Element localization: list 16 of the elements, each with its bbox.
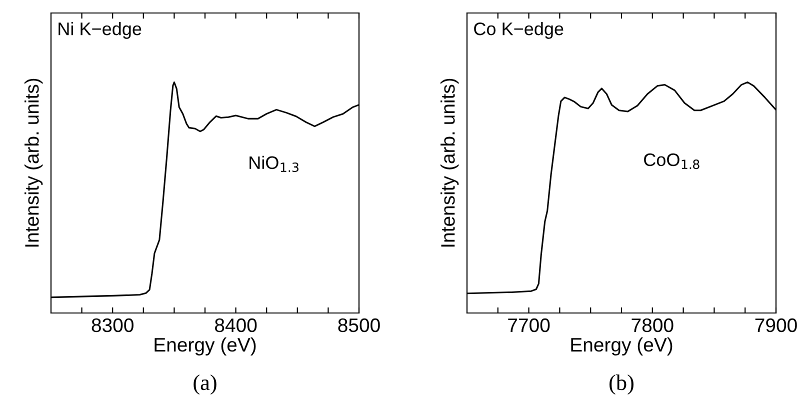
series-label: NiO$_{1.3}$	[250, 156, 298, 172]
text: (a)	[194, 374, 216, 395]
x-tick-label: 8300	[92, 318, 134, 332]
text: Co K−edge	[474, 22, 564, 39]
text: (b)	[610, 374, 634, 395]
x-tick-label: 7700	[508, 318, 550, 332]
x-tick-label: 7900	[755, 318, 797, 332]
x-tick-label: 8400	[215, 318, 257, 332]
text: Ni K−edge	[58, 22, 142, 39]
x-tick-label: 7800	[632, 318, 674, 332]
x-axis-title: Energy (eV)	[571, 337, 672, 356]
x-tick-label: 8500	[338, 318, 380, 332]
text: CoO$_{1.8}$	[644, 153, 700, 170]
y-axis-title: Intensity (arb. units)	[440, 78, 459, 247]
y-axis-title: Intensity (arb. units)	[24, 78, 43, 247]
x-axis-title: Energy (eV)	[154, 337, 256, 356]
